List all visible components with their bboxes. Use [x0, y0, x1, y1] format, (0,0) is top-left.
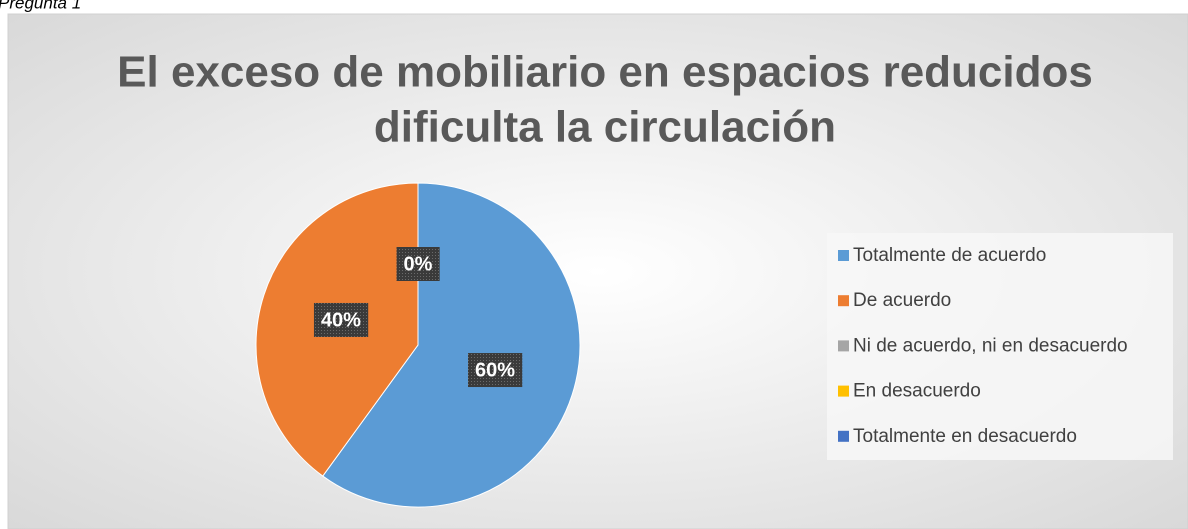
legend-swatch: [838, 340, 849, 352]
legend-box: [827, 233, 1173, 460]
data-label: 0%: [404, 253, 433, 275]
data-label-box: [313, 302, 369, 337]
pie-slice: [322, 182, 581, 508]
legend-swatch: [838, 430, 849, 442]
legend-swatch: [838, 295, 849, 307]
data-label: 40%: [321, 309, 361, 331]
chart-title: dificulta la circulación: [374, 103, 836, 152]
chart-title: El exceso de mobiliario en espacios redu…: [117, 48, 1093, 97]
data-label: 60%: [475, 359, 515, 381]
legend-label: Ni de acuerdo, ni en desacuerdo: [853, 335, 1128, 356]
caption: Pregunta 1: [0, 0, 81, 12]
data-label-box: [468, 353, 523, 388]
legend-swatch: [838, 385, 849, 397]
legend-swatch: [838, 250, 849, 261]
data-label-box: [396, 247, 440, 281]
legend-label: De acuerdo: [853, 290, 951, 311]
legend-label: Totalmente en desacuerdo: [853, 426, 1077, 447]
legend-label: Totalmente de acuerdo: [853, 245, 1046, 266]
legend-label: En desacuerdo: [853, 381, 981, 402]
